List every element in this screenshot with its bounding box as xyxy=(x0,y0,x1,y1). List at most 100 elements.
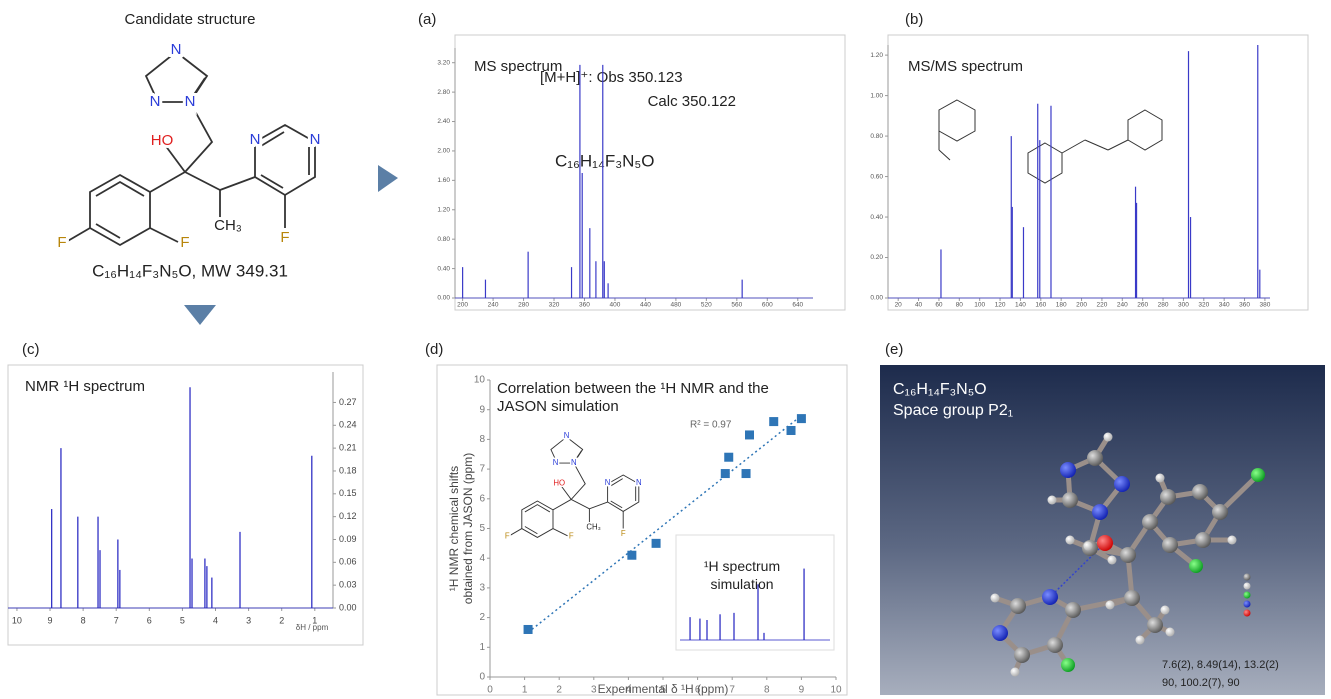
atom-ball xyxy=(1160,605,1170,615)
y-tick-label: 1.20 xyxy=(870,52,883,59)
atom-ball xyxy=(1092,504,1108,520)
y-tick-label: 0.24 xyxy=(339,420,357,430)
x-tick-label: 320 xyxy=(1198,302,1209,309)
y-tick-label: 2.00 xyxy=(437,148,450,155)
atom-ball xyxy=(1105,600,1115,610)
x-tick-label: 200 xyxy=(1076,302,1087,309)
legend-dot xyxy=(1243,609,1251,617)
y-tick-label: 0.09 xyxy=(339,534,357,544)
space-group: Space group P2₁ xyxy=(893,402,1013,419)
y-tick-label: 2.40 xyxy=(437,118,450,125)
annotation: Calc 350.122 xyxy=(648,93,736,110)
atom-label: N xyxy=(171,41,182,58)
y-tick-label: 0.12 xyxy=(339,511,357,521)
trendline xyxy=(527,415,802,634)
atom-label: F xyxy=(57,234,66,251)
y-tick-label: 0.60 xyxy=(870,173,883,180)
x-tick-label: 260 xyxy=(1137,302,1148,309)
atom-ball xyxy=(1212,504,1228,520)
crystal-formula: C₁₆H₁₄F₃N₅O xyxy=(893,381,987,398)
x-tick-label: 400 xyxy=(610,302,621,309)
annotation: C₁₆H₁₄F₃N₅O xyxy=(555,151,654,170)
atom-label: N xyxy=(185,93,196,110)
x-tick-label: 6 xyxy=(147,615,152,625)
x-tick-label: 9 xyxy=(799,685,805,696)
atom-ball xyxy=(1061,658,1075,672)
formula: C₁₆H₁₄F₃N₅O, MW 349.31 xyxy=(92,261,288,280)
x-tick-label: 80 xyxy=(956,302,964,309)
x-tick-label: 10 xyxy=(12,615,22,625)
y-tick-label: 0.18 xyxy=(339,465,357,475)
panel-label: (e) xyxy=(885,341,903,358)
legend-dot xyxy=(1243,600,1251,608)
bond xyxy=(184,101,214,173)
atom-ball xyxy=(1047,637,1063,653)
atom-ball xyxy=(1165,627,1175,637)
y-tick-label: 0.27 xyxy=(339,397,357,407)
y-tick-label: 0.03 xyxy=(339,580,357,590)
x-tick-label: 600 xyxy=(762,302,773,309)
panel-label: (c) xyxy=(22,341,40,358)
y-tick-label: 0.15 xyxy=(339,488,357,498)
point xyxy=(724,452,734,462)
bond xyxy=(89,173,151,247)
atom-ball xyxy=(1162,537,1178,553)
atom-label: N xyxy=(250,131,261,148)
y-tick-label: 1 xyxy=(479,642,485,653)
x-tick-label: 8 xyxy=(81,615,86,625)
y-tick-label: 0.06 xyxy=(339,557,357,567)
bond xyxy=(149,227,179,243)
inset-title: ¹H spectrum simulation xyxy=(703,558,781,592)
y-tick-label: 2.80 xyxy=(437,89,450,96)
atom-ball xyxy=(992,625,1008,641)
y-tick-label: 0.40 xyxy=(437,265,450,272)
arrow-down xyxy=(184,305,216,325)
y-tick-label: 2 xyxy=(479,612,485,623)
atom-label: F xyxy=(180,234,189,251)
atom-ball xyxy=(1192,484,1208,500)
bond xyxy=(260,131,285,147)
atom-ball xyxy=(1065,535,1075,545)
y-tick-label: 5 xyxy=(479,523,485,534)
bond xyxy=(254,123,316,197)
atom-ball xyxy=(1189,559,1203,573)
bond xyxy=(260,174,284,189)
x-tick-label: 2 xyxy=(556,685,562,696)
x-tick-label: 20 xyxy=(895,302,903,309)
y-tick-label: 3 xyxy=(479,583,485,594)
x-tick-label: 320 xyxy=(549,302,560,309)
atom-ball xyxy=(1010,667,1020,677)
y-tick-label: 0.80 xyxy=(870,133,883,140)
atom-label: N xyxy=(150,93,161,110)
atom-ball xyxy=(1195,532,1211,548)
atom-ball xyxy=(1010,598,1026,614)
x-tick-label: 560 xyxy=(731,302,742,309)
atom-ball xyxy=(1042,589,1058,605)
x-tick-label: 240 xyxy=(1117,302,1128,309)
annotation: R² = 0.97 xyxy=(690,420,732,431)
molecule-inset xyxy=(503,429,644,542)
x-tick-label: 120 xyxy=(995,302,1006,309)
bond xyxy=(144,50,209,103)
y-tick-label: 0.00 xyxy=(339,602,357,612)
annotation: [M+H]⁺: Obs 350.123 xyxy=(540,69,683,86)
x-tick-label: 3 xyxy=(591,685,597,696)
y-tick-label: 1.00 xyxy=(870,92,883,99)
bond xyxy=(164,144,186,173)
x-tick-label: 220 xyxy=(1096,302,1107,309)
x-tick-label: 5 xyxy=(180,615,185,625)
crystal-model xyxy=(990,432,1265,677)
atom-ball xyxy=(1135,635,1145,645)
y-axis-label: obtained from JASON (ppm) xyxy=(461,453,475,604)
panel-frame xyxy=(7,364,364,646)
atom-ball xyxy=(1124,590,1140,606)
x-tick-label: 480 xyxy=(670,302,681,309)
y-tick-label: 8 xyxy=(479,434,485,445)
point xyxy=(786,425,796,435)
legend-dot xyxy=(1243,573,1251,581)
x-tick-label: 4 xyxy=(626,685,632,696)
x-tick-label: 340 xyxy=(1219,302,1230,309)
point xyxy=(651,538,661,548)
point xyxy=(796,414,806,424)
